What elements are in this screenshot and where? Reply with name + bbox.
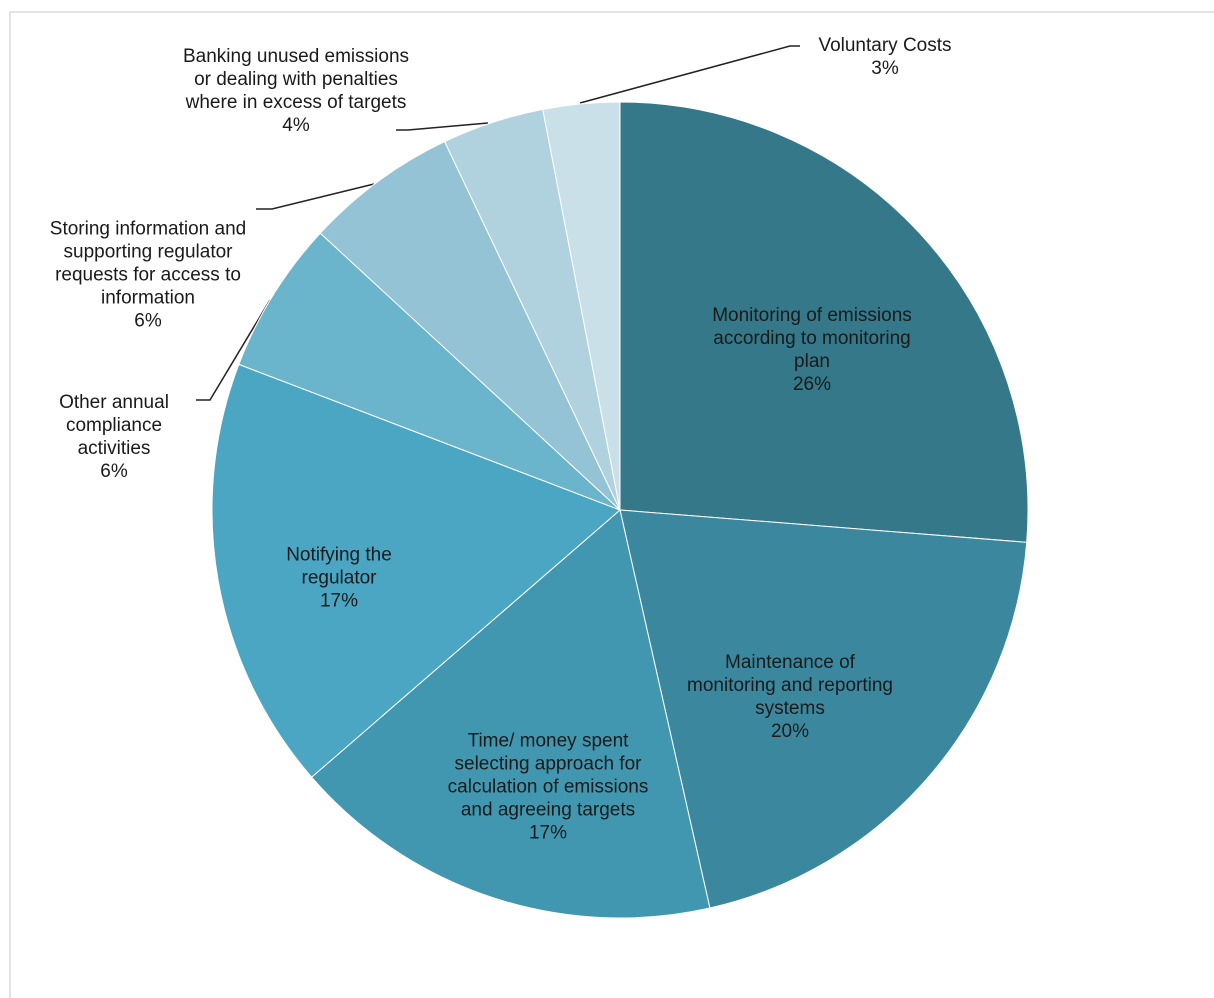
pie-slice — [310, 509, 711, 919]
slice-label: Monitoring of emissions according to mon… — [707, 304, 917, 396]
frame — [9, 11, 1214, 998]
value-label: 6% — [100, 461, 128, 482]
leader-lines — [196, 45, 800, 401]
category-label: Time/ money spent selecting approach for… — [447, 730, 649, 821]
slice-label: Storing information and supporting regul… — [33, 218, 263, 333]
value-label: 17% — [528, 822, 568, 844]
pie-slice — [211, 363, 621, 778]
category-label: Voluntary Costs — [818, 35, 952, 56]
pie-slice — [319, 140, 621, 511]
pie-slice — [619, 101, 1029, 543]
value-label: 6% — [134, 310, 162, 332]
pie-slice — [619, 509, 1028, 909]
value-label: 20% — [770, 721, 810, 742]
pie-slice — [238, 232, 621, 511]
slice-label: Voluntary Costs 3% — [785, 34, 985, 80]
category-label: Monitoring of emissions according to mon… — [712, 305, 912, 372]
leader-line — [196, 299, 271, 401]
pie — [211, 101, 1029, 919]
slice-label: Notifying the regulator 17% — [259, 544, 419, 613]
leader-line — [256, 183, 375, 210]
category-label: Storing information and supporting regul… — [49, 218, 247, 309]
slice-label: Time/ money spent selecting approach for… — [433, 730, 663, 845]
slice-label: Other annual compliance activities 6% — [29, 391, 199, 483]
value-label: 17% — [319, 590, 359, 612]
value-label: 4% — [282, 115, 310, 136]
slice-label: Maintenance of monitoring and reporting … — [685, 651, 895, 743]
value-label: 3% — [871, 58, 899, 79]
leader-line — [579, 45, 800, 104]
category-label: Maintenance of monitoring and reporting … — [687, 652, 893, 719]
category-label: Other annual compliance activities — [59, 392, 169, 459]
slice-label: Banking unused emissions or dealing with… — [176, 45, 416, 137]
category-label: Notifying the regulator — [286, 544, 392, 589]
leader-line — [396, 122, 489, 131]
value-label: 26% — [792, 374, 832, 395]
pie-slice — [542, 101, 621, 511]
category-label: Banking unused emissions or dealing with… — [182, 46, 410, 113]
